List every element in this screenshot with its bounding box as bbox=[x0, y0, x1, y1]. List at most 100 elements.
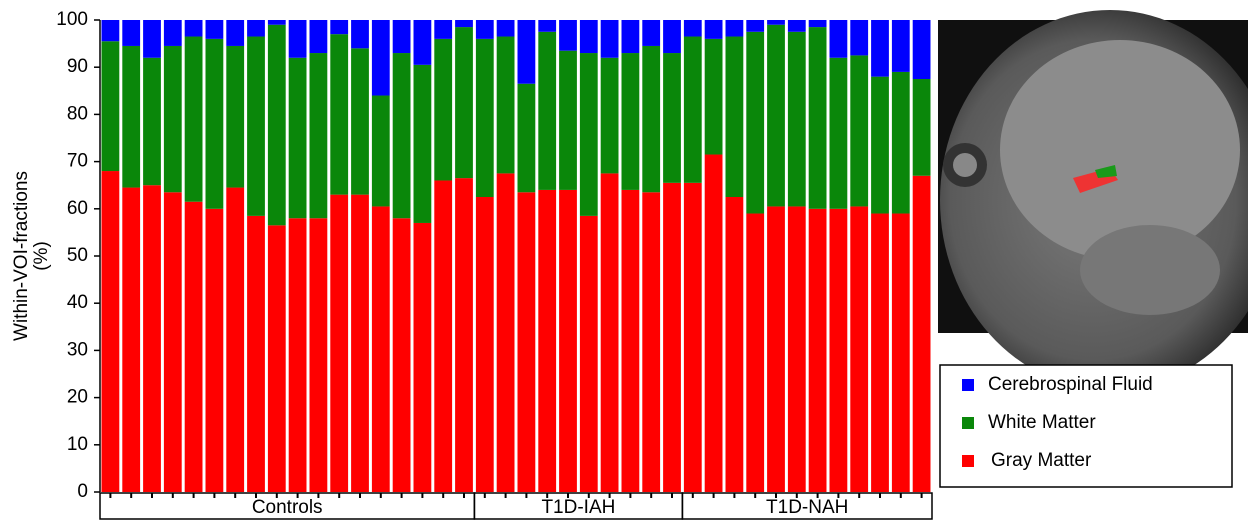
bar-segment bbox=[871, 214, 889, 492]
bar-segment bbox=[226, 188, 244, 492]
group-label: T1D-IAH bbox=[541, 497, 615, 518]
y-tick-label: 60 bbox=[67, 198, 88, 219]
bar-segment bbox=[122, 46, 140, 188]
bar-segment bbox=[830, 209, 848, 492]
bar-segment bbox=[746, 214, 764, 492]
bar-segment bbox=[830, 58, 848, 209]
bar-segment bbox=[746, 20, 764, 32]
bar-segment bbox=[622, 53, 640, 190]
bar-segment bbox=[684, 20, 702, 37]
bar-segment bbox=[559, 51, 577, 190]
bar-segment bbox=[434, 20, 452, 39]
bar-segment bbox=[268, 25, 286, 226]
bar-segment bbox=[580, 216, 598, 492]
bar-segment bbox=[559, 20, 577, 51]
bar-segment bbox=[538, 20, 556, 32]
bar-segment bbox=[268, 20, 286, 25]
bar-segment bbox=[351, 48, 369, 194]
bar-segment bbox=[705, 39, 723, 155]
bar-segment bbox=[122, 188, 140, 492]
bar-segment bbox=[601, 58, 619, 174]
bar-segment bbox=[767, 25, 785, 207]
y-tick-label: 30 bbox=[67, 339, 88, 360]
legend-swatch bbox=[962, 379, 974, 391]
bar-segment bbox=[726, 37, 744, 197]
y-tick-label: 0 bbox=[77, 481, 88, 502]
bar-segment bbox=[850, 20, 868, 55]
bar-segment bbox=[809, 20, 827, 27]
legend-label: Gray Matter bbox=[991, 450, 1092, 471]
bar-segment bbox=[580, 53, 598, 216]
bar-segment bbox=[289, 218, 307, 492]
bar-segment bbox=[767, 20, 785, 25]
bar-segment bbox=[226, 20, 244, 46]
bar-segment bbox=[247, 216, 265, 492]
bar-segment bbox=[518, 84, 536, 193]
bar-segment bbox=[268, 225, 286, 492]
mri-image bbox=[938, 10, 1248, 390]
bar-segment bbox=[185, 20, 203, 37]
bar-segment bbox=[143, 185, 161, 492]
bar-segment bbox=[913, 79, 931, 176]
bar-segment bbox=[372, 96, 390, 207]
bar-segment bbox=[663, 53, 681, 183]
bar-segment bbox=[538, 190, 556, 492]
bar-segment bbox=[497, 173, 515, 492]
bar-segment bbox=[143, 58, 161, 185]
bar-segment bbox=[746, 32, 764, 214]
bar-segment bbox=[102, 20, 120, 41]
bar-segment bbox=[913, 176, 931, 492]
bar-segment bbox=[206, 39, 224, 209]
bar-segment bbox=[850, 206, 868, 492]
bar-segment bbox=[642, 46, 660, 192]
bar-segment bbox=[767, 206, 785, 492]
y-tick-label: 80 bbox=[67, 103, 88, 124]
bar-segment bbox=[518, 20, 536, 84]
bar-segment bbox=[684, 183, 702, 492]
bar-segment bbox=[330, 20, 348, 34]
bar-segment bbox=[622, 20, 640, 53]
bar-segment bbox=[871, 77, 889, 214]
bar-segment bbox=[809, 27, 827, 209]
bar-segment bbox=[601, 20, 619, 58]
bar-segment bbox=[455, 20, 473, 27]
bar-segment bbox=[497, 37, 515, 174]
bar-segment bbox=[601, 173, 619, 492]
bar-segment bbox=[206, 20, 224, 39]
bar-segment bbox=[622, 190, 640, 492]
bar-segment bbox=[226, 46, 244, 188]
bar-segment bbox=[476, 39, 494, 197]
bar-segment bbox=[705, 20, 723, 39]
bar-segment bbox=[892, 214, 910, 492]
bar-segment bbox=[185, 202, 203, 492]
legend-label: White Matter bbox=[988, 412, 1096, 433]
bar-segment bbox=[330, 195, 348, 492]
bar-segment bbox=[538, 32, 556, 190]
group-label: T1D-NAH bbox=[766, 497, 848, 518]
y-tick-label: 40 bbox=[67, 292, 88, 313]
bar-segment bbox=[393, 218, 411, 492]
bar-segment bbox=[164, 192, 182, 492]
bar-segment bbox=[393, 20, 411, 53]
bar-segment bbox=[788, 206, 806, 492]
bar-segment bbox=[414, 65, 432, 223]
bar-segment bbox=[518, 192, 536, 492]
y-tick-label: 50 bbox=[67, 245, 88, 266]
bar-segment bbox=[143, 20, 161, 58]
bar-segment bbox=[310, 20, 328, 53]
bar-segment bbox=[705, 155, 723, 492]
bar-segment bbox=[289, 58, 307, 218]
bar-segment bbox=[455, 178, 473, 492]
bar-segment bbox=[247, 37, 265, 216]
bar-segment bbox=[642, 192, 660, 492]
bar-segment bbox=[726, 20, 744, 37]
bar-segment bbox=[892, 72, 910, 214]
y-axis-label: (%) bbox=[31, 241, 52, 271]
bar-segment bbox=[122, 20, 140, 46]
y-axis-label: Within-VOI-fractions bbox=[11, 171, 32, 341]
bar-segment bbox=[580, 20, 598, 53]
bar-segment bbox=[788, 32, 806, 207]
bar-segment bbox=[850, 55, 868, 206]
bar-segment bbox=[871, 20, 889, 77]
y-tick-label: 20 bbox=[67, 387, 88, 408]
